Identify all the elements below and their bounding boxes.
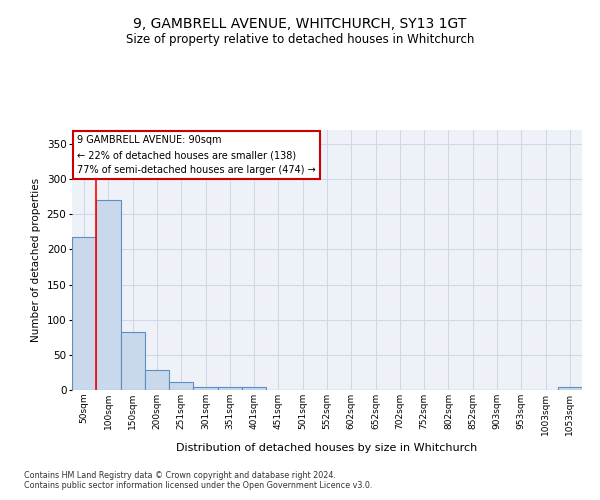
Bar [145,370,169,390]
Text: 9 GAMBRELL AVENUE: 90sqm
← 22% of detached houses are smaller (138)
77% of semi-: 9 GAMBRELL AVENUE: 90sqm ← 22% of detach… [77,135,316,175]
Y-axis label: Number of detached properties: Number of detached properties [31,178,41,342]
Bar [242,387,266,390]
Bar [96,200,121,390]
Text: 9, GAMBRELL AVENUE, WHITCHURCH, SY13 1GT: 9, GAMBRELL AVENUE, WHITCHURCH, SY13 1GT [133,18,467,32]
X-axis label: Distribution of detached houses by size in Whitchurch: Distribution of detached houses by size … [176,443,478,453]
Bar [72,237,96,390]
Text: Contains public sector information licensed under the Open Government Licence v3: Contains public sector information licen… [24,480,373,490]
Bar [193,387,218,390]
Bar [558,387,582,390]
Text: Size of property relative to detached houses in Whitchurch: Size of property relative to detached ho… [126,32,474,46]
Bar [121,332,145,390]
Bar [218,387,242,390]
Bar [169,382,193,390]
Text: Contains HM Land Registry data © Crown copyright and database right 2024.: Contains HM Land Registry data © Crown c… [24,470,336,480]
